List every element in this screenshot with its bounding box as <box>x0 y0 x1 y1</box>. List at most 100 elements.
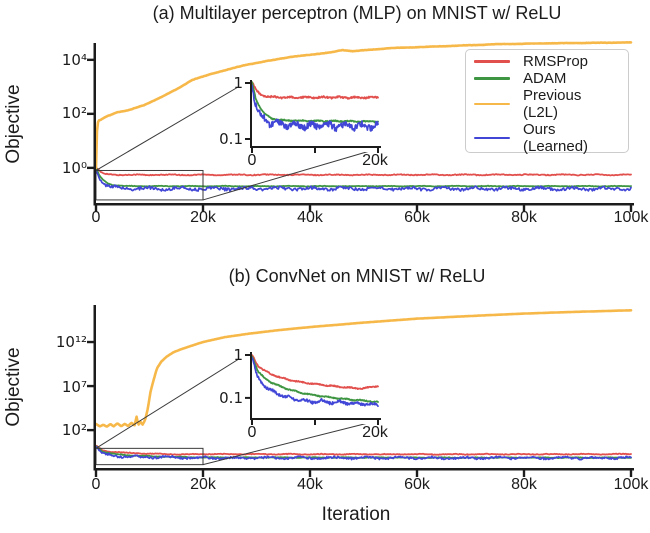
x-tick-mark <box>314 148 316 153</box>
x-tick-mark <box>522 470 526 477</box>
inset-background <box>238 349 386 424</box>
a-xtick-60k: 60k <box>404 209 430 226</box>
legend-item-adam: ADAM <box>474 70 620 87</box>
subplot-a-title: (a) Multilayer perceptron (MLP) on MNIST… <box>152 3 562 23</box>
y-tick-mark <box>87 384 94 388</box>
x-tick-mark <box>377 148 379 153</box>
b-ytick-1e2: 10² <box>61 421 87 439</box>
series-rmsprop-line <box>251 354 379 390</box>
x-tick-mark <box>415 470 419 477</box>
y-tick-mark <box>87 112 94 116</box>
y-tick-mark <box>245 82 250 84</box>
x-tick-mark <box>522 205 526 212</box>
b-xtick-20k: 20k <box>190 476 216 493</box>
x-tick-mark <box>308 470 312 477</box>
y-tick-mark <box>245 138 250 141</box>
subplot-b-ylabel: Objective <box>3 347 24 427</box>
x-tick-mark <box>377 420 379 425</box>
zoom-connector-line <box>202 419 381 466</box>
series-previous-l2l--line <box>94 309 633 428</box>
a-ytick-1e2: 10² <box>61 104 87 122</box>
x-axis-spine <box>93 468 634 471</box>
x-tick-mark <box>94 470 98 477</box>
x-tick-mark <box>314 420 316 425</box>
legend-item-previous-l2l: Previous (L2L) <box>474 87 620 121</box>
x-tick-mark <box>415 205 419 212</box>
zoom-connector-line <box>202 147 381 201</box>
rmsprop-line-swatch <box>474 60 510 63</box>
b-xtick-100k: 100k <box>613 476 649 493</box>
zoom-connector-line <box>95 351 251 449</box>
legend-label-rmsprop: RMSProp <box>523 53 589 70</box>
a-inset-ytick-01: 0.1 <box>219 130 243 148</box>
series-ours-learned--line <box>95 445 632 461</box>
previous-l2l-line-swatch <box>474 102 510 106</box>
x-tick-mark <box>94 205 98 212</box>
legend-item-rmsprop: RMSProp <box>474 53 620 70</box>
y-tick-mark <box>87 340 94 344</box>
adam-line-swatch <box>474 77 510 80</box>
legend-label-adam: ADAM <box>523 70 567 87</box>
series-adam-line <box>95 166 632 188</box>
x-tick-mark <box>201 470 205 477</box>
series-rmsprop-line <box>95 444 632 456</box>
x-axis-spine <box>93 203 634 206</box>
a-xtick-40k: 40k <box>297 209 323 226</box>
x-tick-mark <box>629 470 633 477</box>
legend-item-ours-learned: Ours (Learned) <box>474 121 620 155</box>
x-axis-spine <box>250 418 381 420</box>
b-inset-xtick-20k: 20k <box>362 424 388 441</box>
a-inset-xtick-20k: 20k <box>362 152 388 169</box>
y-tick-mark <box>87 58 94 62</box>
b-ytick-1e7: 10⁷ <box>61 378 87 396</box>
zoom-connector-line <box>95 79 251 171</box>
x-axis-spine <box>250 146 381 148</box>
y-tick-mark <box>87 428 94 432</box>
x-axis-label-iteration: Iteration <box>321 504 391 525</box>
x-tick-mark <box>251 148 253 153</box>
a-inset-xtick-0: 0 <box>247 152 257 169</box>
x-tick-mark <box>629 205 633 212</box>
y-axis-spine <box>93 43 96 206</box>
legend: RMSProp ADAM Previous (L2L) Ours (Learne… <box>465 49 629 155</box>
subplot-b-title: (b) ConvNet on MNIST w/ ReLU <box>228 266 486 286</box>
a-xtick-100k: 100k <box>613 209 649 226</box>
b-inset-ytick-01: 0.1 <box>219 389 243 407</box>
y-tick-mark <box>245 396 250 399</box>
series-adam-line <box>251 355 379 403</box>
a-inset-ytick-1: 1 <box>233 74 243 92</box>
b-inset-ytick-1: 1 <box>233 346 243 364</box>
series-ours-learned--line <box>251 84 379 133</box>
series-ours-learned--line <box>251 356 379 408</box>
series-ours-learned--line <box>95 169 632 192</box>
a-xtick-80k: 80k <box>511 209 537 226</box>
x-tick-mark <box>201 205 205 212</box>
b-xtick-0: 0 <box>91 476 101 493</box>
series-previous-l2l--line <box>94 41 633 170</box>
series-rmsprop-line <box>95 166 632 177</box>
a-ytick-1e0: 10⁰ <box>61 159 87 177</box>
y-tick-mark <box>245 354 250 356</box>
y-axis-spine <box>250 80 252 148</box>
a-xtick-0: 0 <box>91 209 101 226</box>
b-xtick-80k: 80k <box>511 476 537 493</box>
subplot-a-ylabel: Objective <box>3 84 24 164</box>
y-axis-spine <box>93 305 96 471</box>
ours-learned-line-swatch <box>474 136 510 140</box>
inset-background <box>238 77 386 152</box>
a-ytick-1e4: 10⁴ <box>61 51 87 69</box>
y-axis-spine <box>250 352 252 420</box>
series-rmsprop-line <box>251 81 379 100</box>
legend-label-ours-learned: Ours (Learned) <box>523 121 589 155</box>
legend-label-previous-l2l: Previous (L2L) <box>523 87 582 121</box>
b-xtick-40k: 40k <box>297 476 323 493</box>
series-adam-line <box>251 81 379 124</box>
x-tick-mark <box>251 420 253 425</box>
a-xtick-20k: 20k <box>190 209 216 226</box>
b-xtick-60k: 60k <box>404 476 430 493</box>
b-ytick-1e12: 10¹² <box>55 333 87 351</box>
x-tick-mark <box>308 205 312 212</box>
y-tick-mark <box>87 166 94 170</box>
